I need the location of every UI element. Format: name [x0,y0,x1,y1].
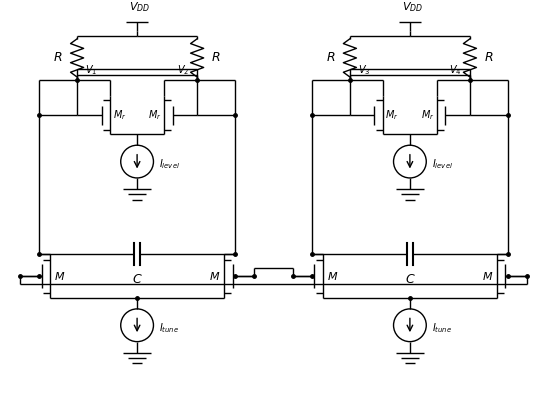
Text: $M_r$: $M_r$ [148,108,162,122]
Text: $R$: $R$ [326,51,335,64]
Text: $C$: $C$ [405,273,415,286]
Text: $R$: $R$ [212,51,221,64]
Text: $I_{tune}$: $I_{tune}$ [432,321,452,335]
Text: $M$: $M$ [327,270,338,282]
Text: $V_4$: $V_4$ [449,63,462,77]
Text: $M$: $M$ [54,270,66,282]
Text: $M_r$: $M_r$ [385,108,399,122]
Text: $M$: $M$ [481,270,493,282]
Text: $V_2$: $V_2$ [177,63,189,77]
Text: $M_r$: $M_r$ [421,108,434,122]
Text: $R$: $R$ [53,51,63,64]
Text: $I_{level}$: $I_{level}$ [432,158,453,171]
Text: $V_{DD}$: $V_{DD}$ [129,0,150,14]
Text: $I_{tune}$: $I_{tune}$ [159,321,179,335]
Text: $M_r$: $M_r$ [113,108,126,122]
Text: $R$: $R$ [484,51,494,64]
Text: $V_1$: $V_1$ [85,63,97,77]
Text: $C$: $C$ [132,273,142,286]
Text: $V_{DD}$: $V_{DD}$ [402,0,423,14]
Text: $V_3$: $V_3$ [358,63,370,77]
Text: $M$: $M$ [209,270,220,282]
Text: $I_{level}$: $I_{level}$ [159,158,180,171]
